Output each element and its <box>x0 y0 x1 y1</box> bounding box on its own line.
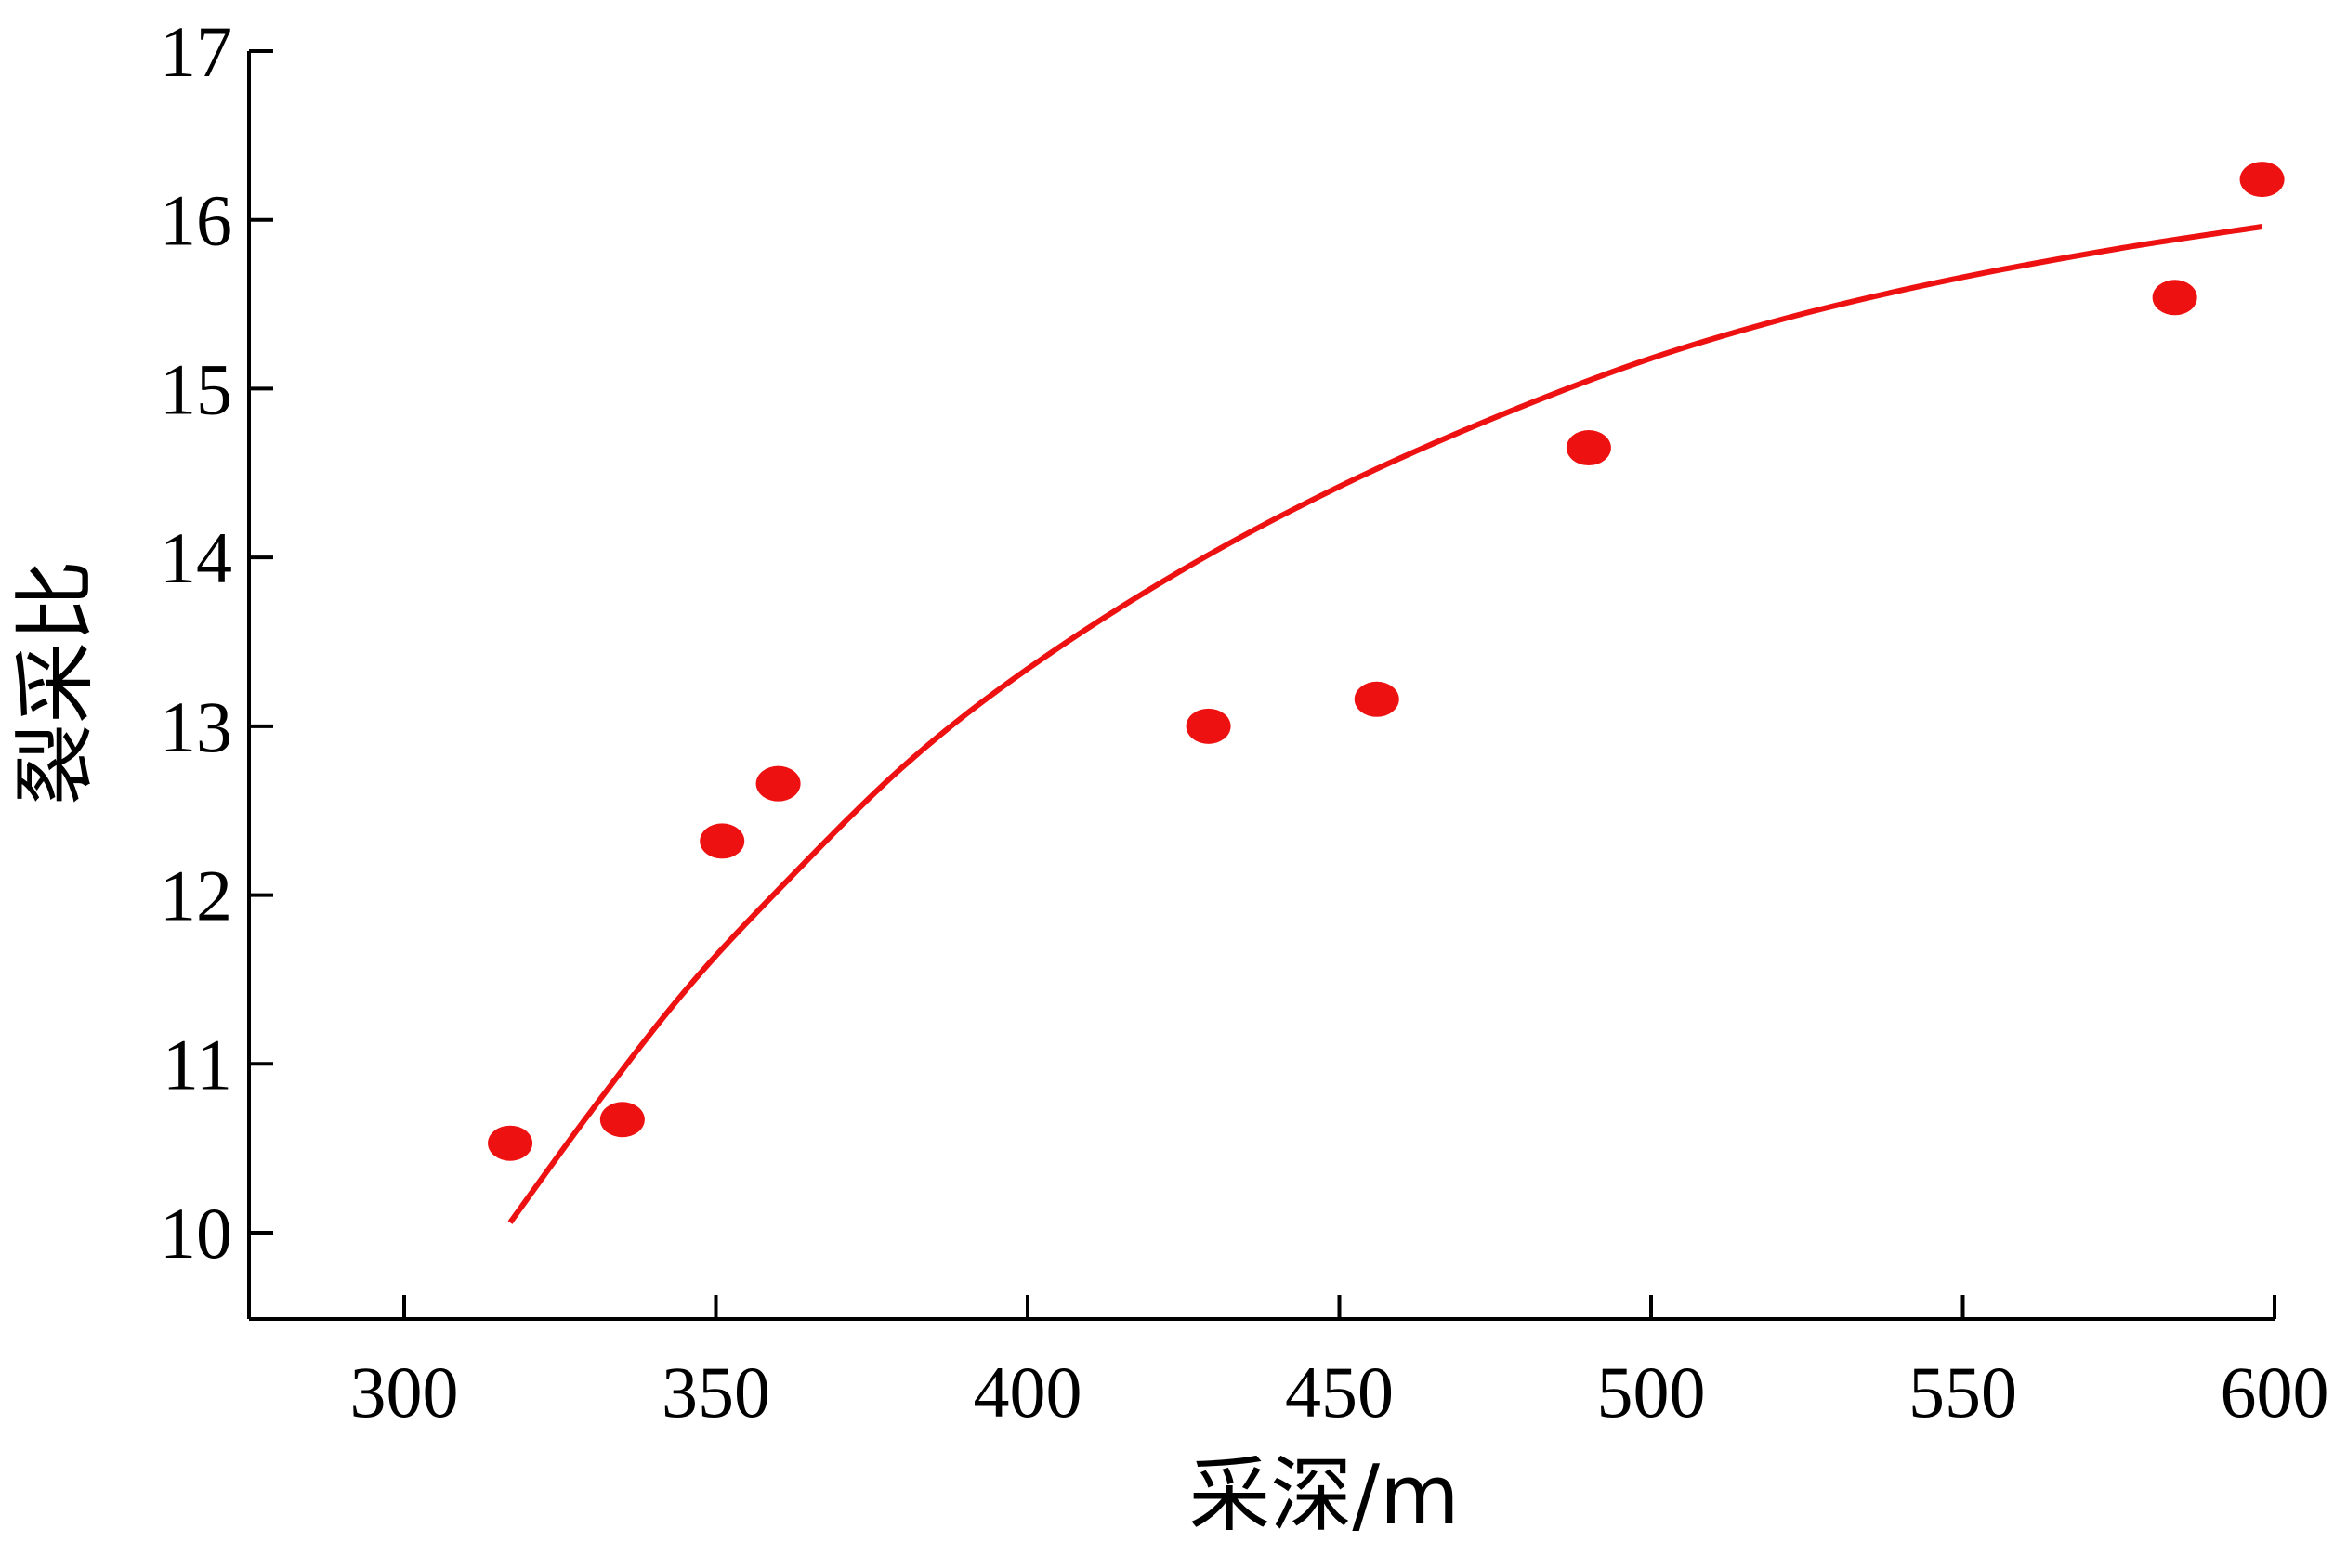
y-tick-label: 11 <box>163 1024 232 1104</box>
y-tick-label: 13 <box>160 686 232 767</box>
y-tick-label: 16 <box>160 180 232 261</box>
y-tick-label: 12 <box>160 856 232 936</box>
data-point <box>1566 430 1611 466</box>
data-point <box>700 823 745 859</box>
data-point <box>599 1102 645 1138</box>
x-axis-title: 采深/m <box>1188 1447 1459 1543</box>
data-point <box>1354 681 1399 717</box>
fit-curve <box>507 224 2263 1224</box>
x-tick-label: 350 <box>662 1352 770 1432</box>
ticks: 300 350 400 450 500 550 600 10 11 12 13 14 15 16 17 <box>160 11 2329 1432</box>
x-tick-label: 450 <box>1285 1352 1394 1432</box>
axes <box>247 51 2275 1321</box>
y-tick-label: 10 <box>160 1193 232 1274</box>
x-tick-label: 500 <box>1597 1352 1706 1432</box>
data-point <box>2152 280 2197 316</box>
data-points <box>488 162 2285 1161</box>
data-point <box>1186 708 1231 744</box>
x-tick-label: 400 <box>974 1352 1082 1432</box>
x-tick-label: 300 <box>350 1352 459 1432</box>
y-tick-label: 15 <box>160 348 232 429</box>
x-tick-label: 550 <box>1908 1352 2017 1432</box>
y-tick-label: 17 <box>160 11 232 92</box>
y-axis-title: 裂采比 <box>7 560 103 805</box>
fit-curve-layer <box>507 224 2263 1224</box>
data-point <box>755 765 801 802</box>
x-tick-label: 600 <box>2221 1352 2329 1432</box>
y-tick-label: 14 <box>160 517 232 598</box>
data-point <box>488 1125 533 1161</box>
data-point <box>2239 162 2285 198</box>
